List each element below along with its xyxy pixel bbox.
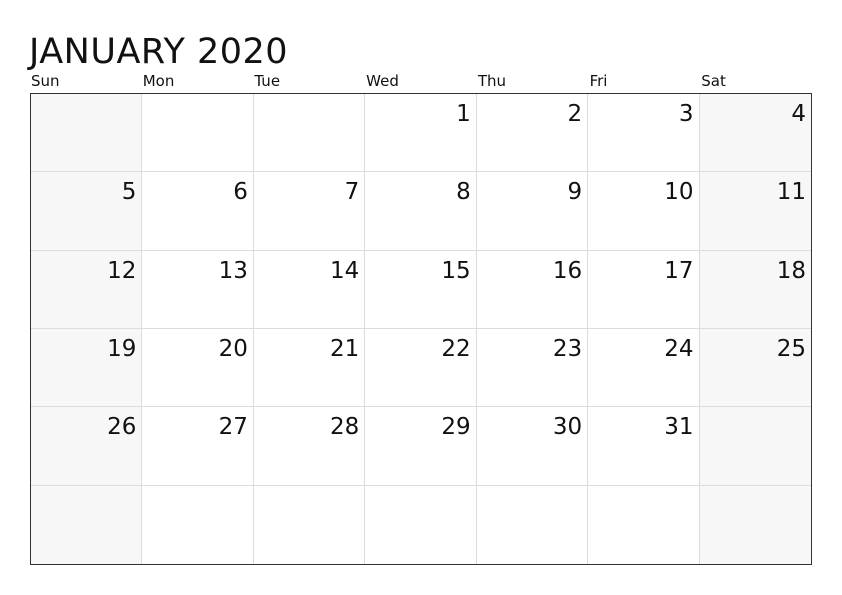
- day-cell: 2: [476, 94, 589, 173]
- weekday-fri: Fri: [589, 72, 608, 90]
- day-cell: [31, 485, 143, 564]
- day-cell: 18: [699, 250, 811, 329]
- day-number: 18: [776, 257, 806, 284]
- day-number: 29: [441, 414, 471, 441]
- day-cell: [365, 485, 477, 564]
- day-number: 28: [330, 414, 360, 441]
- day-cell: 12: [31, 250, 143, 329]
- day-number: 3: [678, 101, 694, 127]
- day-number: 4: [791, 101, 806, 127]
- day-number: 11: [776, 179, 806, 206]
- day-cell: 24: [588, 329, 700, 408]
- day-cell: [253, 485, 366, 564]
- day-cell: 29: [365, 407, 477, 486]
- calendar-grid: 1 2 3 4 5 6 7 8 9 10 11 12 13 14 15 16 17 18 19 20 21 22 23 24 2…: [30, 93, 812, 565]
- day-cell: 15: [365, 250, 477, 329]
- day-cell: 27: [142, 407, 254, 486]
- day-cell: 10: [588, 172, 700, 251]
- day-number: 14: [330, 257, 360, 284]
- day-cell: 8: [365, 172, 477, 251]
- day-cell: [142, 485, 254, 564]
- day-cell: [476, 485, 589, 564]
- weekday-tue: Tue: [254, 72, 281, 90]
- weekday-sun: Sun: [31, 72, 60, 90]
- day-number: 22: [441, 336, 471, 362]
- day-cell: [253, 94, 366, 173]
- day-cell: 21: [253, 329, 366, 408]
- day-number: 9: [567, 179, 583, 206]
- day-cell: [699, 485, 811, 564]
- day-number: 8: [456, 179, 471, 206]
- calendar-title: JANUARY 2020: [29, 32, 289, 72]
- day-cell: 22: [365, 329, 477, 408]
- weekday-header-row: Sun Mon Tue Wed Thu Fri Sat: [30, 71, 812, 92]
- day-number: 26: [107, 414, 137, 441]
- day-number: 31: [664, 414, 694, 441]
- day-number: 23: [552, 336, 583, 362]
- day-number: 21: [330, 336, 360, 362]
- day-cell: 1: [365, 94, 477, 173]
- day-cell: 26: [31, 407, 143, 486]
- day-number: 6: [233, 179, 248, 206]
- day-cell: 28: [253, 407, 366, 486]
- day-cell: 6: [142, 172, 254, 251]
- day-cell: 30: [476, 407, 589, 486]
- day-number: 27: [218, 414, 248, 441]
- day-cell: 31: [588, 407, 700, 486]
- day-cell: 23: [476, 329, 589, 408]
- day-number: 16: [552, 257, 583, 284]
- weekday-thu: Thu: [477, 72, 507, 90]
- day-number: 30: [552, 414, 583, 441]
- day-cell: 17: [588, 250, 700, 329]
- day-cell: 7: [253, 172, 366, 251]
- day-cell: 4: [699, 94, 811, 173]
- day-number: 7: [344, 179, 360, 206]
- day-number: 24: [664, 336, 694, 362]
- day-number: 15: [441, 257, 471, 284]
- day-number: 25: [776, 336, 806, 362]
- day-number: 1: [456, 101, 471, 127]
- day-cell: 25: [699, 329, 811, 408]
- day-cell: 20: [142, 329, 254, 408]
- day-number: 2: [567, 101, 583, 127]
- weekday-mon: Mon: [142, 72, 175, 90]
- day-number: 10: [664, 179, 694, 206]
- day-cell: 13: [142, 250, 254, 329]
- day-cell: [31, 94, 143, 173]
- weekday-wed: Wed: [366, 72, 399, 90]
- day-cell: 11: [699, 172, 811, 251]
- day-number: 20: [218, 336, 248, 362]
- day-cell: [588, 485, 700, 564]
- day-cell: 19: [31, 329, 143, 408]
- day-number: 12: [107, 257, 137, 284]
- day-cell: [142, 94, 254, 173]
- day-number: 19: [107, 336, 137, 362]
- day-number: 17: [664, 257, 694, 284]
- day-cell: 16: [476, 250, 589, 329]
- day-cell: 3: [588, 94, 700, 173]
- day-cell: 9: [476, 172, 589, 251]
- weekday-sat: Sat: [701, 72, 726, 90]
- day-number: 13: [218, 257, 248, 284]
- day-cell: [699, 407, 811, 486]
- day-cell: 5: [31, 172, 143, 251]
- day-cell: 14: [253, 250, 366, 329]
- day-number: 5: [121, 179, 137, 206]
